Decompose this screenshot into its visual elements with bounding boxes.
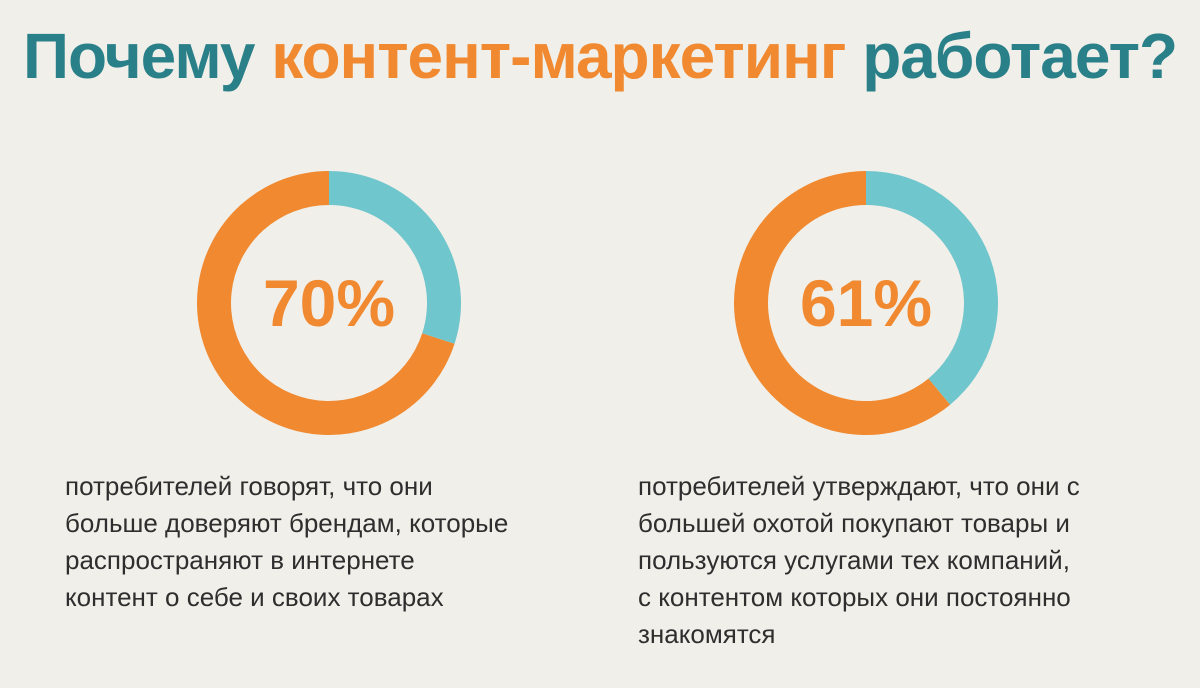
caption-2: потребителей утверждают, что они с больш…: [638, 468, 1080, 653]
caption-1-line-1: потребителей говорят, что они: [65, 471, 433, 501]
donut-chart-2-svg: 61%: [734, 171, 998, 435]
donut-chart-1-label: 70%: [263, 266, 395, 340]
caption-1: потребителей говорят, что они больше дов…: [65, 468, 508, 616]
caption-1-line-2: больше доверяют брендам, которые: [65, 508, 509, 538]
donut-chart-1-slice-2: [329, 171, 461, 344]
caption-1-line-4: контент о себе и своих товарах: [65, 582, 444, 612]
donut-chart-1-slices: [197, 171, 461, 435]
title-part-1: Почему: [22, 20, 255, 92]
donut-chart-2: 61%: [734, 171, 998, 435]
caption-2-line-2: большей охотой покупают товары и: [638, 508, 1070, 538]
donut-chart-2-slice-1: [734, 171, 951, 435]
title-part-3: работает?: [862, 20, 1178, 92]
donut-chart-2-slices: [734, 171, 998, 435]
donut-chart-2-slice-2: [866, 171, 998, 405]
caption-1-line-3: распространяют в интернете: [65, 545, 415, 575]
donut-chart-2-label: 61%: [800, 266, 932, 340]
caption-2-line-5: знакомятся: [638, 619, 776, 649]
caption-2-line-3: пользуются услугами тех компаний,: [638, 545, 1070, 575]
donut-chart-1: 70%: [197, 171, 461, 435]
page-title: Почему контент-маркетинг работает?: [0, 18, 1200, 95]
donut-chart-1-svg: 70%: [197, 171, 461, 435]
caption-2-line-4: с контентом которых они постоянно: [638, 582, 1071, 612]
title-part-2: контент-маркетинг: [271, 20, 846, 92]
caption-2-line-1: потребителей утверждают, что они с: [638, 471, 1080, 501]
